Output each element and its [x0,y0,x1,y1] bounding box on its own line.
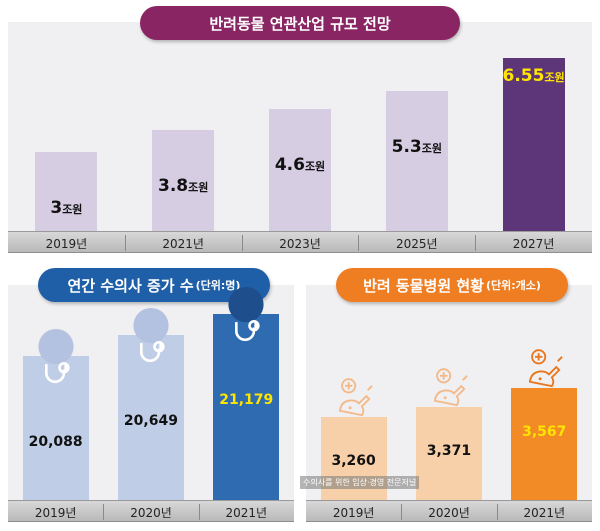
vet-count-tick-label: 2021년 [225,505,268,520]
vet-count-tick-separator [198,504,200,520]
watermark-text: 수의사를 위한 임상·경영 전문저널 [300,476,420,489]
vet-clinic-value-label: 3,371 [426,442,472,459]
industry-tick-separator [358,235,360,251]
industry-value: 3.8조원 [133,176,233,196]
vet-clinic-chart-title: 반려 동물병원 현황 (단위:개소) [336,268,568,302]
vet-count-tick-separator [103,504,105,520]
vet-clinic-tick-label: 2019년 [332,505,375,520]
vet-clinic-icon [429,367,473,415]
vet-count-bar [213,314,280,500]
industry-value-unit: 조원 [188,181,209,195]
stethoscope-icon [34,326,78,394]
industry-value-unit: 조원 [62,202,83,216]
vet-clinic-bar [415,406,482,500]
industry-tick-label: 2027년 [512,236,555,251]
vet-count-chart-title-text: 연간 수의사 증가 수 [67,276,194,295]
industry-value: 3조원 [16,198,116,218]
vet-count-value-label: 21,179 [219,392,274,408]
industry-value-label: 3 [50,197,63,218]
industry-tick-separator [124,235,126,251]
vet-count-tick-label: 2020년 [130,505,172,520]
industry-tick-separator [241,235,243,251]
vet-clinic-icon [334,377,378,425]
industry-value-label: 3.8 [158,176,189,197]
vet-clinic-tick-label: 2021년 [523,505,566,520]
industry-value-label: 5.3 [391,136,422,157]
vet-clinic-chart-title-text: 반려 동물병원 현황 [363,276,484,295]
industry-tick-label: 2019년 [45,236,88,251]
industry-value-unit: 조원 [421,141,442,155]
vet-count-x-axis: 2019년 2020년 2021년 [8,500,294,522]
vet-count-bar [22,356,89,500]
vet-clinic-tick-label: 2020년 [428,505,470,520]
industry-bar [502,57,565,231]
industry-chart-title: 반려동물 연관산업 규모 전망 [140,6,460,40]
stethoscope-icon [224,284,268,352]
vet-count-value-label: 20,649 [123,412,178,429]
vet-count-bar [117,334,184,500]
industry-tick-separator [475,235,477,251]
industry-bar [152,130,215,231]
industry-value: 4.6조원 [250,155,350,175]
vet-clinic-chart-unit: (단위:개소) [485,279,541,292]
vet-clinic-x-axis: 2019년 2020년 2021년 [306,500,592,522]
vet-clinic-value-label: 3,260 [331,453,376,470]
stethoscope-icon [129,305,173,373]
industry-bar [269,109,331,231]
industry-chart-title-text: 반려동물 연관산업 규모 전망 [209,14,391,33]
vet-clinic-icon [524,348,568,396]
vet-clinic-tick-separator [496,504,498,520]
industry-value-unit: 조원 [304,160,326,174]
vet-clinic-value-label: 3,567 [522,424,567,440]
vet-clinic-tick-separator [401,504,403,520]
industry-tick-label: 2023년 [279,236,321,251]
vet-clinic-bar [511,388,578,500]
industry-tick-label: 2021년 [162,236,204,251]
industry-value: 5.3조원 [367,137,467,157]
industry-bar [385,90,448,231]
industry-value-label: 4.6 [274,155,305,176]
industry-bar [35,151,98,231]
vet-count-chart-unit: (단위:명) [195,279,241,292]
industry-value-label: 6.55 [502,65,545,86]
industry-x-axis: 2019년 2021년 2023년 2025년 2027년 [8,231,592,253]
vet-count-tick-label: 2019년 [34,505,77,520]
vet-count-value-label: 20,088 [28,434,83,451]
industry-tick-label: 2025년 [395,236,438,251]
industry-value: 6.55조원 [484,66,584,86]
industry-value-unit: 조원 [544,70,565,84]
